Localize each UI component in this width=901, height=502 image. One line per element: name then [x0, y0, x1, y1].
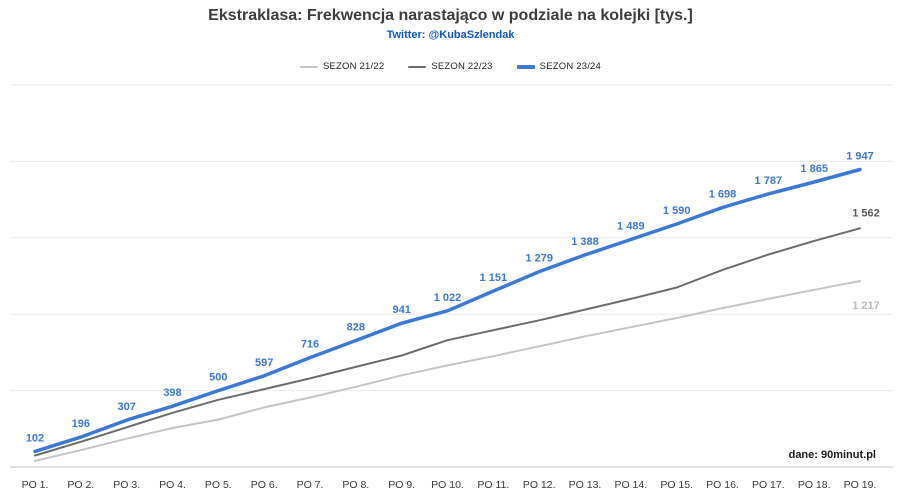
x-axis-label: PO 16. [706, 479, 739, 491]
legend-label: SEZON 21/22 [322, 61, 385, 72]
data-point-label: 1 787 [755, 175, 783, 187]
x-axis-label: PO 19. [844, 479, 877, 491]
x-axis-label: PO 1. [22, 479, 49, 491]
x-axis-label: PO 10. [431, 479, 464, 491]
legend-swatch-icon [516, 64, 535, 69]
data-point-label: 1 151 [480, 272, 508, 284]
x-axis-label: PO 14. [614, 479, 647, 491]
x-axis-label: PO 3. [113, 479, 140, 491]
legend-label: SEZON 23/24 [539, 61, 602, 72]
data-point-label: 597 [255, 357, 273, 369]
data-point-label: 398 [163, 387, 181, 399]
x-axis-label: PO 2. [67, 479, 94, 491]
chart-subtitle: Twitter: @KubaSzlendak [386, 29, 515, 41]
series-line-sezon-23-24 [33, 167, 862, 454]
data-source-note: dane: 90minut.pl [788, 449, 876, 461]
x-axis-label: PO 6. [251, 479, 278, 491]
data-point-label: 307 [118, 401, 136, 413]
x-axis-label: PO 17. [752, 479, 785, 491]
data-point-label: 828 [347, 322, 365, 334]
chart-title: Ekstraklasa: Frekwencja narastająco w po… [208, 7, 693, 24]
data-point-label: 500 [209, 372, 227, 384]
series-line-sezon-22-23 [34, 227, 861, 457]
data-point-label: 1 947 [846, 151, 874, 163]
data-point-label: 716 [301, 339, 319, 351]
legend-item-sezon-23-24: SEZON 23/24 [516, 61, 602, 72]
x-axis-label: PO 18. [798, 479, 831, 491]
data-point-label: 1 590 [663, 205, 691, 217]
data-point-label: 941 [393, 304, 411, 316]
data-point-label: 1 865 [800, 163, 828, 175]
x-axis-label: PO 13. [569, 479, 602, 491]
x-axis-label: PO 7. [297, 479, 324, 491]
data-point-label: 102 [26, 432, 44, 444]
x-axis-label: PO 5. [205, 479, 232, 491]
series-line-sezon-21-22 [34, 280, 861, 462]
x-axis-label: PO 15. [660, 479, 693, 491]
data-point-label: 1 489 [617, 221, 645, 233]
data-point-label: 1 388 [571, 236, 599, 248]
data-point-label: 196 [72, 418, 90, 430]
data-point-label: 1 279 [525, 253, 553, 265]
x-axis-label: PO 4. [159, 479, 186, 491]
legend-swatch-icon [408, 65, 427, 68]
x-axis-label: PO 8. [342, 479, 369, 491]
data-point-label: 1 022 [434, 292, 462, 304]
legend-item-sezon-21-22: SEZON 21/22 [299, 61, 385, 72]
x-axis-label: PO 12. [523, 479, 556, 491]
series-end-label: 1 217 [852, 300, 880, 312]
series-end-label: 1 562 [852, 207, 880, 219]
legend-item-sezon-22-23: SEZON 22/23 [408, 61, 492, 72]
legend-label: SEZON 22/23 [431, 61, 493, 72]
chart-legend: SEZON 21/22 SEZON 22/23 SEZON 23/24 [0, 61, 901, 72]
data-point-label: 1 698 [709, 189, 737, 201]
legend-swatch-icon [299, 65, 318, 68]
x-axis-label: PO 11. [477, 479, 509, 491]
x-axis-label: PO 9. [388, 479, 415, 491]
